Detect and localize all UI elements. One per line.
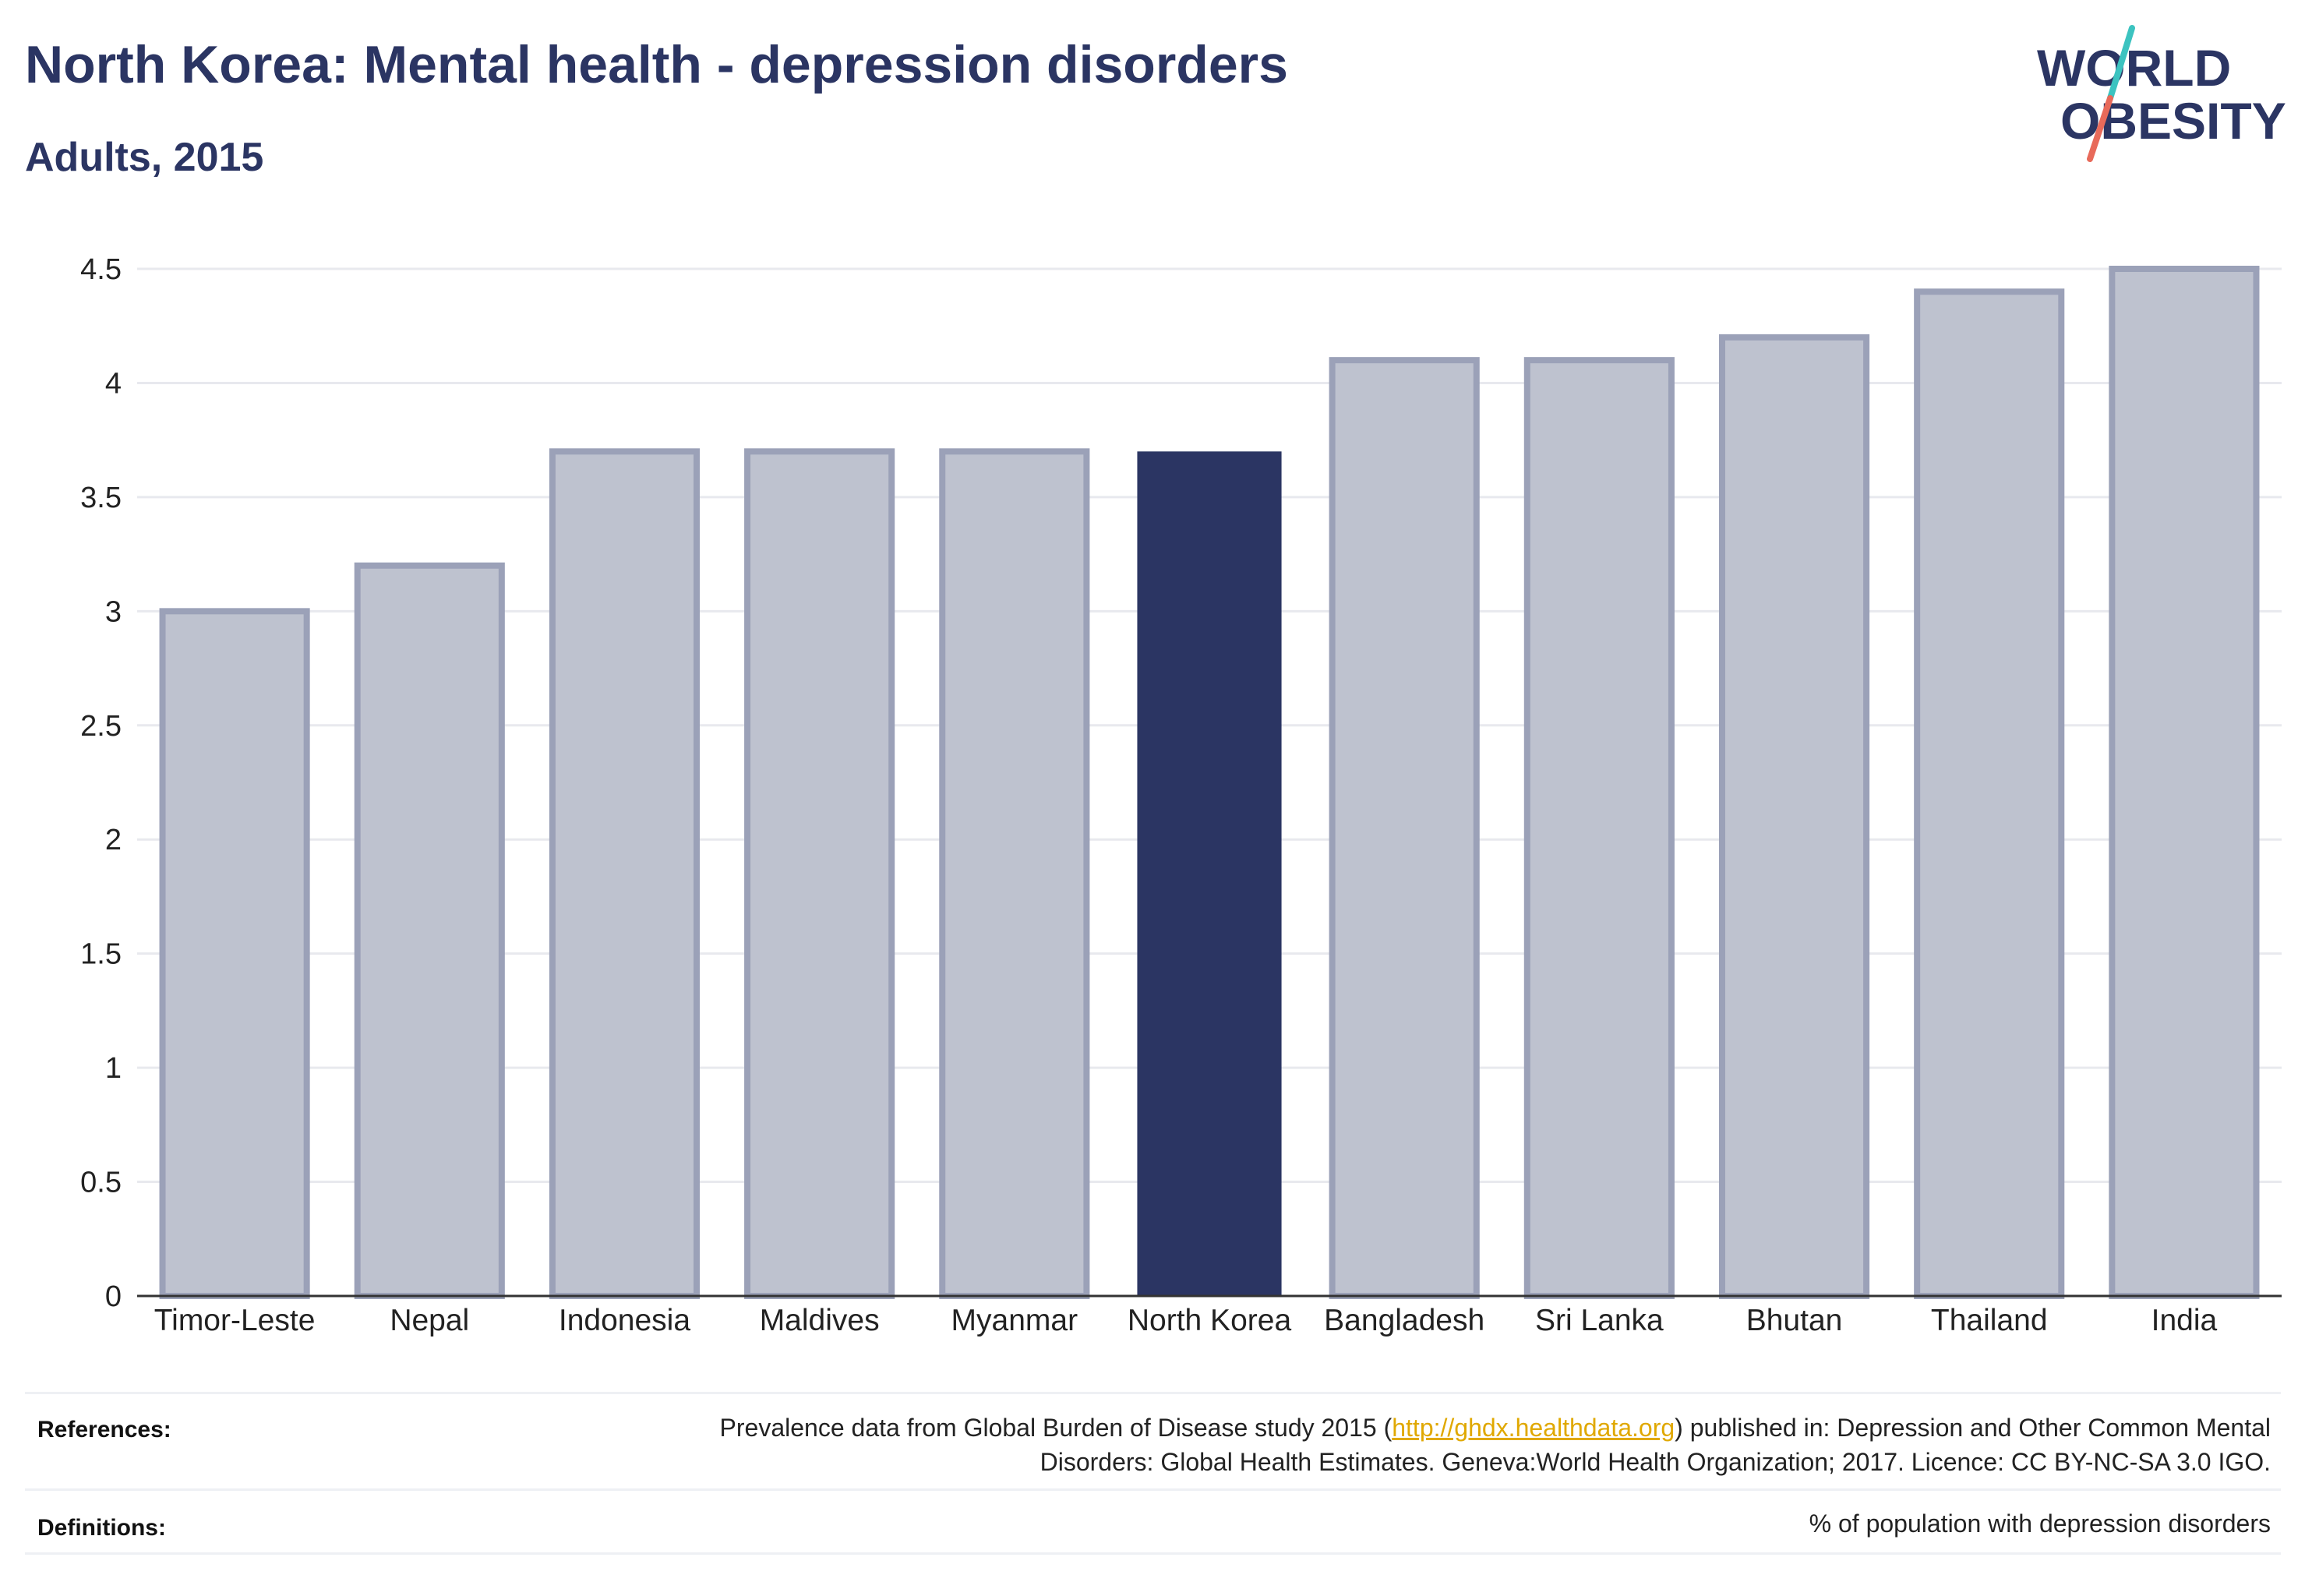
definitions-label: Definitions: bbox=[37, 1515, 166, 1541]
y-tick-label: 0 bbox=[105, 1280, 122, 1313]
logo-slash-bottom bbox=[2087, 95, 2113, 162]
logo-word-world: WORLD bbox=[2037, 39, 2231, 97]
y-tick-label: 0.5 bbox=[80, 1167, 122, 1199]
world-obesity-logo: WORLD OBESITY bbox=[2037, 25, 2286, 162]
x-tick-label: Myanmar bbox=[951, 1304, 1078, 1337]
y-tick-label: 3.5 bbox=[80, 482, 122, 514]
x-tick-label: Thailand bbox=[1931, 1304, 2048, 1337]
x-tick-label: India bbox=[2151, 1304, 2218, 1337]
x-axis-tick-labels: Timor-Leste Nepal Indonesia Maldives Myanmar… bbox=[154, 1304, 2218, 1337]
bar-timor-leste bbox=[159, 608, 310, 1299]
bar-north-korea bbox=[1137, 451, 1282, 1297]
bar-indonesia bbox=[549, 448, 701, 1299]
x-tick-label: Indonesia bbox=[559, 1304, 690, 1337]
x-tick-label: North Korea bbox=[1128, 1304, 1292, 1337]
bar-thailand bbox=[1914, 288, 2065, 1299]
references-text-post: ) published in: Depression and Other Com… bbox=[1040, 1414, 2271, 1476]
bar-nepal bbox=[354, 562, 505, 1299]
y-tick-label: 2.5 bbox=[80, 710, 122, 743]
x-tick-label: Sri Lanka bbox=[1535, 1304, 1664, 1337]
references-link[interactable]: http://ghdx.healthdata.org bbox=[1392, 1414, 1675, 1442]
definitions-text: % of population with depression disorder… bbox=[1809, 1509, 2271, 1538]
y-tick-label: 4.5 bbox=[80, 253, 122, 286]
x-tick-label: Maldives bbox=[760, 1304, 880, 1337]
y-tick-label: 3 bbox=[105, 595, 122, 628]
footer-divider-top bbox=[25, 1392, 2281, 1394]
chart-subtitle: Adults, 2015 bbox=[25, 135, 264, 180]
bar-myanmar bbox=[939, 448, 1090, 1299]
x-tick-label: Bhutan bbox=[1746, 1304, 1843, 1337]
logo-slash-top bbox=[2107, 25, 2135, 101]
x-tick-label: Nepal bbox=[390, 1304, 469, 1337]
y-axis-tick-labels: 0 0.5 1 1.5 2 2.5 3 3.5 4 4.5 bbox=[80, 253, 122, 1313]
y-tick-label: 4 bbox=[105, 367, 122, 400]
bar-india bbox=[2109, 266, 2260, 1299]
references-text: Prevalence data from Global Burden of Di… bbox=[634, 1411, 2271, 1479]
footer-divider-middle bbox=[25, 1488, 2281, 1491]
x-tick-label: Bangladesh bbox=[1324, 1304, 1484, 1337]
y-tick-label: 2 bbox=[105, 824, 122, 856]
chart-title: North Korea: Mental health - depression … bbox=[25, 35, 1288, 94]
bar-sri-lanka bbox=[1523, 357, 1675, 1300]
bar-bangladesh bbox=[1329, 357, 1480, 1300]
bars bbox=[159, 266, 2260, 1300]
bar-maldives bbox=[744, 448, 895, 1299]
references-label: References: bbox=[37, 1417, 171, 1442]
y-tick-label: 1 bbox=[105, 1052, 122, 1085]
bar-chart: 0 0.5 1 1.5 2 2.5 3 3.5 4 4.5 Timor-Leste Nepal Ind… bbox=[80, 253, 2282, 1337]
bar-bhutan bbox=[1718, 334, 1870, 1299]
y-tick-label: 1.5 bbox=[80, 938, 122, 971]
x-tick-label: Timor-Leste bbox=[154, 1304, 316, 1337]
footer-divider-bottom bbox=[25, 1552, 2281, 1555]
references-text-pre: Prevalence data from Global Burden of Di… bbox=[719, 1414, 1393, 1442]
